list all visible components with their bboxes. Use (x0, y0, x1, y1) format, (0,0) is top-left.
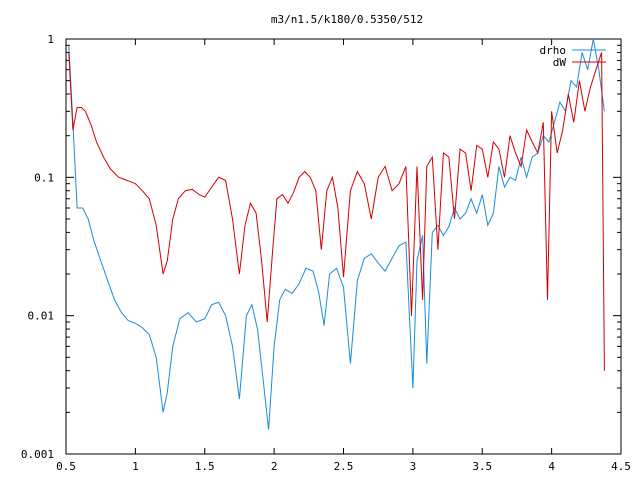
x-tick-label: 1 (132, 460, 139, 473)
x-tick-label: 3.5 (472, 460, 492, 473)
chart-title: m3/n1.5/k180/0.5350/512 (271, 13, 423, 26)
plot-frame (65, 38, 622, 455)
x-tick-label: 2 (271, 460, 278, 473)
axis-ticks: 0.5 1 1.5 2 2.5 3 3.5 4 4.5 0.001 0.01 0.1 1 (21, 33, 631, 473)
series-line-drho (68, 38, 605, 430)
series-line-dW (68, 52, 605, 371)
x-tick-label: 3 (410, 460, 417, 473)
y-tick-label: 0.001 (21, 448, 54, 461)
x-tick-label: 2.5 (334, 460, 354, 473)
y-tick-label: 1 (47, 33, 54, 46)
x-tick-label: 0.5 (56, 460, 76, 473)
x-tick-label: 1.5 (195, 460, 215, 473)
y-tick-label: 0.1 (34, 171, 54, 184)
y-tick-label: 0.01 (28, 310, 55, 323)
x-tick-label: 4 (548, 460, 555, 473)
legend-label-dW: dW (553, 56, 567, 69)
series-layer (68, 38, 605, 430)
legend-label-drho: drho (540, 44, 567, 57)
x-tick-label: 4.5 (611, 460, 631, 473)
